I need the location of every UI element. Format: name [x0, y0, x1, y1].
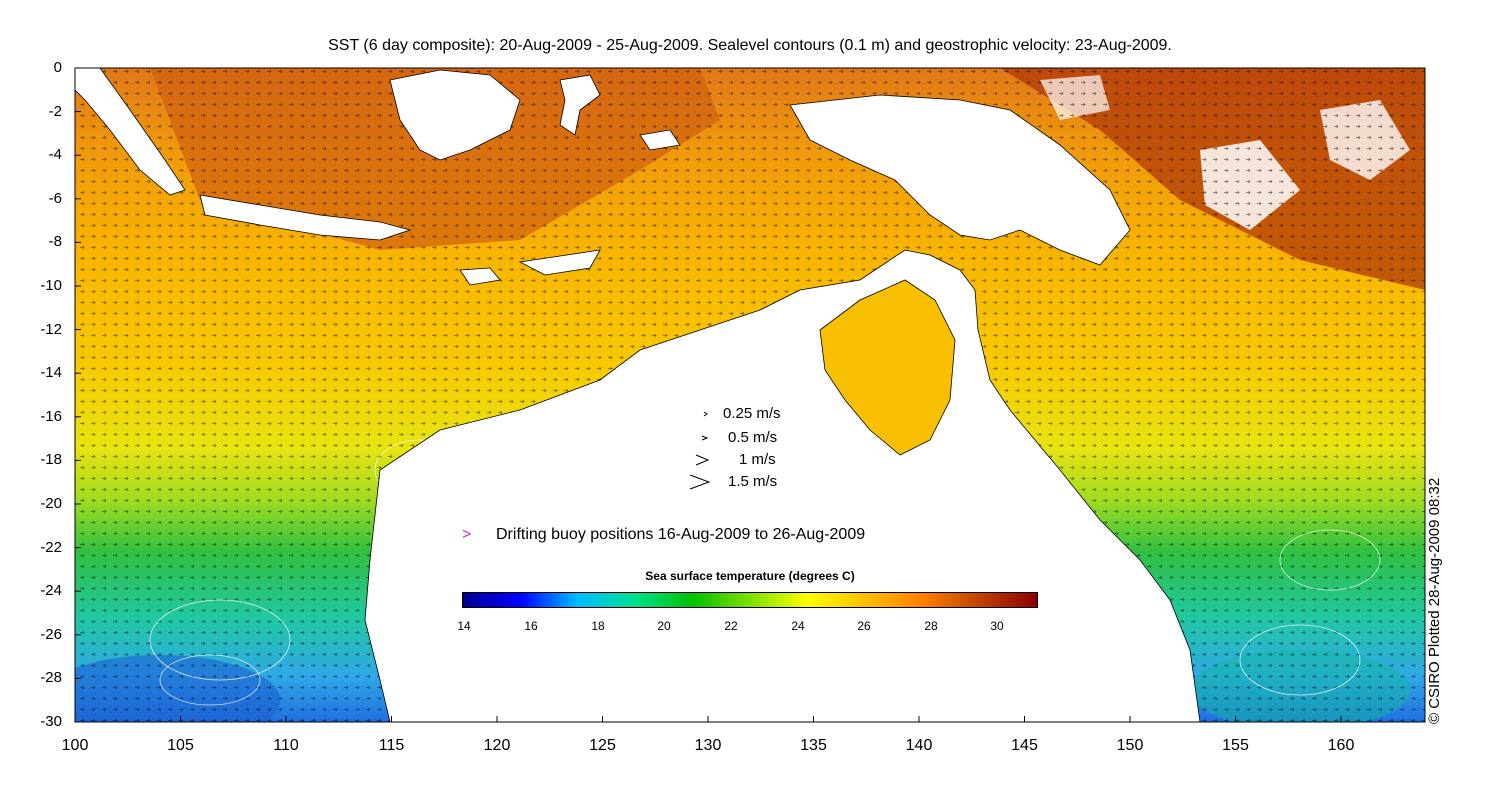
plot-frame [74, 67, 1426, 723]
x-tick-label: 115 [378, 737, 405, 754]
x-tick-label: 130 [694, 737, 722, 754]
x-tick-label: 135 [800, 737, 827, 754]
y-tick-label: -10 [40, 277, 62, 294]
sulawesi [559, 74, 601, 136]
y-tick-label: -6 [48, 189, 62, 207]
x-tick-label: 145 [1011, 737, 1038, 754]
colorbar-tick-label: 26 [857, 619, 871, 633]
x-tick-label: 140 [905, 737, 933, 754]
x-tick-label: 125 [589, 737, 616, 754]
buoy-marker-icon: > [462, 526, 472, 543]
y-tick-label: -30 [40, 713, 62, 730]
map-title: SST (6 day composite): 20-Aug-2009 - 25-… [328, 37, 1172, 54]
y-tick-label: -24 [40, 582, 62, 600]
y-tick-label: -22 [40, 538, 62, 556]
arrow-1-5 [689, 474, 711, 490]
velocity-legend-label: 0.25 m/s [723, 405, 781, 422]
arrow-1 [695, 454, 710, 466]
colorbar-tick-label: 20 [657, 619, 671, 633]
colorbar-tick-label: 14 [457, 619, 471, 633]
y-tick-label: -28 [40, 669, 62, 687]
gulf-of-carpentaria [819, 279, 956, 456]
colorbar-tick-label: 24 [791, 619, 805, 633]
x-tick-label: 150 [1116, 737, 1144, 754]
x-tick-label: 105 [167, 737, 194, 754]
x-tick-label: 160 [1327, 737, 1355, 754]
y-tick-label: -16 [40, 407, 62, 425]
island [639, 129, 681, 151]
x-tick-marks [74, 716, 1342, 722]
x-tick-label: 120 [483, 737, 511, 754]
y-tick-label: -26 [40, 625, 62, 643]
sumatra [75, 68, 186, 196]
velocity-legend-label: 0.5 m/s [728, 429, 778, 446]
y-tick-label: -12 [40, 320, 62, 338]
credit-label: © CSIRO Plotted 28-Aug-2009 08:32 [1426, 477, 1443, 724]
borneo [389, 69, 521, 161]
y-tick-label: -20 [40, 495, 62, 512]
y-tick-label: -14 [40, 364, 62, 382]
colorbar [462, 592, 1038, 608]
arrow-0-25 [703, 411, 708, 417]
new-guinea [789, 94, 1131, 266]
velocity-legend-arrows [689, 411, 711, 490]
colorbar-tick-label: 22 [724, 619, 738, 633]
y-tick-label: -8 [48, 233, 62, 251]
y-tick-label: 0 [53, 59, 62, 76]
velocity-legend-label: 1.5 m/s [728, 473, 778, 490]
java [199, 194, 412, 241]
y-tick-marks [75, 67, 81, 723]
buoy-legend-label: Drifting buoy positions 16-Aug-2009 to 2… [496, 526, 866, 543]
colorbar-title: Sea surface temperature (degrees C) [645, 569, 855, 583]
x-tick-label: 100 [61, 737, 89, 754]
colorbar-tick-label: 30 [990, 619, 1004, 633]
x-tick-label: 110 [273, 737, 299, 754]
x-tick-label: 155 [1222, 737, 1249, 754]
timor [518, 249, 601, 276]
colorbar-tick-label: 28 [924, 619, 938, 633]
colorbar-tick-label: 18 [591, 619, 605, 633]
y-tick-label: -2 [48, 102, 62, 120]
arrow-0-5 [701, 435, 709, 441]
y-tick-label: -18 [40, 451, 62, 469]
island [459, 267, 501, 286]
y-tick-label: -4 [48, 146, 62, 164]
velocity-legend-label: 1 m/s [739, 451, 776, 468]
colorbar-tick-label: 16 [524, 619, 538, 633]
